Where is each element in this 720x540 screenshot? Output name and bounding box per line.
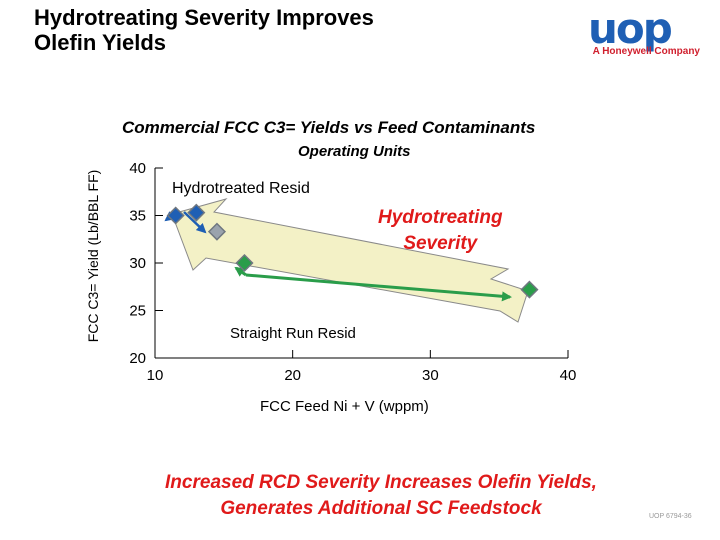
x-tick-label: 20 <box>284 367 301 384</box>
annotation-severity-line2: Severity <box>403 233 478 254</box>
y-tick-label: 35 <box>129 208 146 225</box>
annotation-severity-line1: Hydrotreating <box>378 207 503 228</box>
y-tick-label: 20 <box>129 350 146 367</box>
x-axis-label: FCC Feed Ni + V (wppm) <box>260 398 429 415</box>
straight-run-arrow-line <box>245 273 512 302</box>
chart-subtitle: Operating Units <box>298 143 411 160</box>
footer-line-2: Generates Additional SC Feedstock <box>220 498 542 519</box>
y-tick-label: 30 <box>129 255 146 272</box>
chart-title: Commercial FCC C3= Yields vs Feed Contam… <box>122 118 535 138</box>
x-tick-label: 40 <box>560 367 577 384</box>
annotation-hydrotreated-resid: Hydrotreated Resid <box>172 180 310 197</box>
x-tick-label: 10 <box>147 367 164 384</box>
data-point-hydrotreated <box>187 203 206 222</box>
slide-code: UOP 6794-36 <box>649 513 692 520</box>
data-point-straight-run <box>520 280 539 299</box>
y-tick-label: 25 <box>129 303 146 320</box>
title-line-2: Olefin Yields <box>34 30 167 55</box>
footer-conclusion: Increased RCD Severity Increases Olefin … <box>86 470 676 522</box>
annotation-straight-run-resid: Straight Run Resid <box>230 325 356 342</box>
data-point-hydrotreated <box>166 206 185 225</box>
logo-tagline: A Honeywell Company <box>592 46 700 57</box>
footer-line-1: Increased RCD Severity Increases Olefin … <box>165 472 597 493</box>
x-tick-label: 30 <box>422 367 439 384</box>
chart-title-text: Commercial FCC C3= Yields vs Feed Contam… <box>122 118 536 137</box>
straight-run-arrow-line-2 <box>234 266 247 277</box>
annotation-hydrotreating-severity: Hydrotreating Severity <box>378 205 503 257</box>
slide-title: Hydrotreating Severity Improves Olefin Y… <box>34 5 374 55</box>
logo-word: uop <box>588 4 673 53</box>
y-tick-label: 40 <box>129 160 146 177</box>
hydrotreated-arrow-line-2 <box>183 211 207 234</box>
title-line-1: Hydrotreating Severity Improves <box>34 5 374 30</box>
data-point-hydrotreated <box>207 222 227 241</box>
data-point-straight-run <box>235 253 254 273</box>
uop-logo: uop A Honeywell Company <box>584 4 700 60</box>
